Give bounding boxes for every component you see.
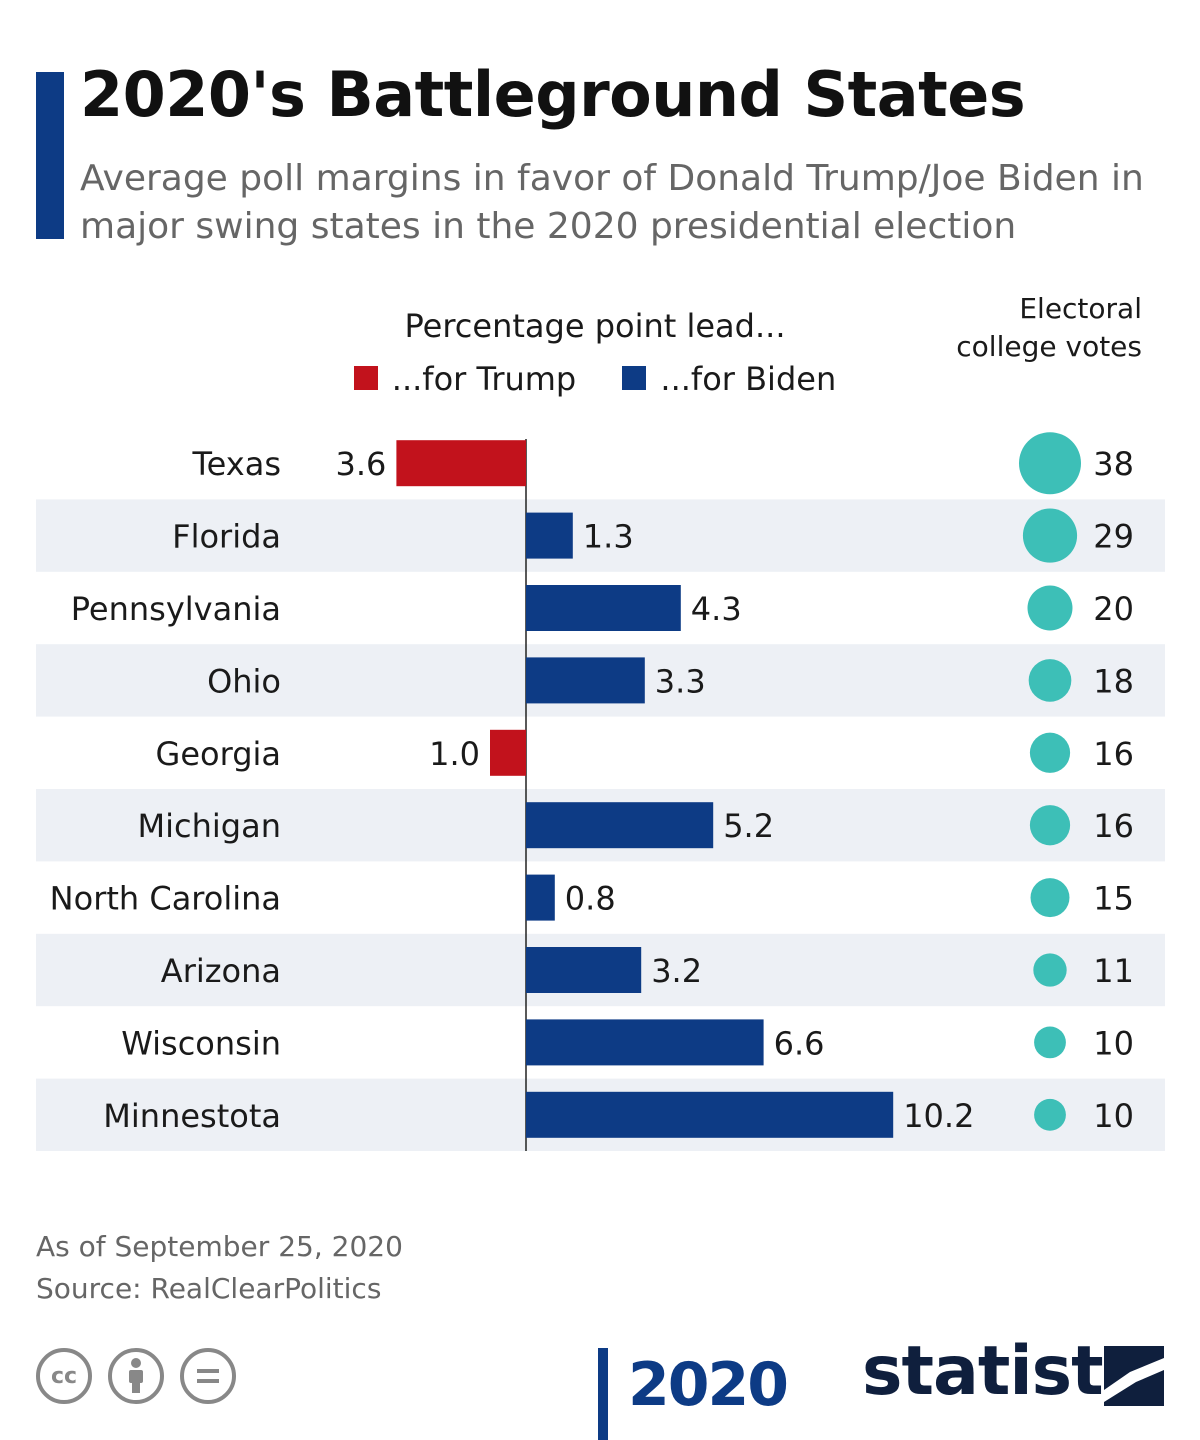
electoral-votes-circle [1033,953,1067,987]
electoral-votes-circle [1029,805,1071,846]
bar-biden [526,1019,764,1066]
value-label: 4.3 [691,590,742,628]
chart-subtitle: Average poll margins in favor of Donald … [80,158,1144,247]
electoral-votes-label: 15 [1093,880,1134,918]
chart-title: 2020's Battleground States [80,58,1026,131]
bar-biden [526,802,714,849]
electoral-votes-label: 38 [1093,445,1134,483]
bar-biden [526,947,642,993]
value-label: 0.8 [565,880,616,918]
bar-trump [490,729,526,776]
electoral-votes-label: 10 [1093,1097,1134,1135]
bar-biden [526,512,573,559]
row-stripe [36,499,1165,572]
electoral-votes-label: 20 [1093,590,1134,628]
category-label: Wisconsin [121,1024,281,1062]
bar-trump [396,440,526,487]
category-label: Texas [192,445,281,483]
electoral-votes-header: Electoral college votes [956,292,1142,363]
election-logo-text: 2020 [628,1350,789,1420]
electoral-votes-circle [1029,732,1071,773]
value-label: 3.3 [655,662,706,700]
value-label: 3.6 [336,445,387,483]
cc-icon[interactable]: cc [36,1348,92,1404]
electoral-votes-label: 16 [1093,735,1134,773]
electoral-votes-circle [1027,585,1073,631]
footer-source: Source: RealClearPolitics [36,1272,382,1305]
electoral-votes-circle [1034,1098,1066,1131]
legend-swatch-trump [353,366,378,390]
attribution-icon[interactable] [108,1348,164,1404]
value-label: 3.2 [651,952,702,990]
electoral-votes-circle [1028,659,1072,702]
person-icon [129,1358,143,1393]
electoral-votes-circle [1022,508,1078,563]
election-logo-bar [598,1348,608,1440]
footer-date: As of September 25, 2020 [36,1230,403,1263]
no-derivatives-icon[interactable] [180,1348,236,1404]
electoral-votes-circle [1019,432,1081,495]
bar-biden [526,1091,894,1138]
electoral-votes-label: 10 [1093,1024,1134,1062]
electoral-votes-circle [1034,1026,1066,1059]
category-label: Minnestota [103,1097,281,1135]
title-accent-bar [36,72,64,239]
statista-wordmark[interactable]: statista [862,1332,1149,1411]
legend: ...for Trump ...for Biden [330,360,860,398]
category-label: Florida [172,518,281,556]
value-label: 5.2 [723,807,774,845]
legend-label-trump: ...for Trump [391,360,577,398]
category-label: Michigan [138,807,281,845]
license-icons: cc [36,1348,236,1404]
value-label: 1.0 [429,735,480,773]
electoral-votes-label: 29 [1093,518,1134,556]
value-label: 10.2 [903,1097,974,1135]
electoral-votes-circle [1030,878,1070,918]
statista-logo-icon[interactable] [1104,1346,1164,1406]
category-label: Georgia [156,735,281,773]
equals-icon [197,1369,219,1383]
bar-biden [526,585,681,631]
legend-label-biden: ...for Biden [660,360,837,398]
legend-swatch-biden [622,366,647,390]
electoral-votes-label: 18 [1093,662,1134,700]
axis-title: Percentage point lead... [404,307,786,345]
category-label: North Carolina [50,880,281,918]
bar-biden [526,874,555,921]
category-label: Pennsylvania [71,590,281,628]
bar-biden [526,657,645,704]
electoral-votes-label: 16 [1093,807,1134,845]
category-label: Arizona [161,952,281,990]
value-label: 1.3 [583,518,634,556]
value-label: 6.6 [774,1024,825,1062]
category-label: Ohio [207,662,281,700]
electoral-votes-label: 11 [1093,952,1134,990]
legend-item-biden: ...for Biden [622,360,836,398]
legend-item-trump: ...for Trump [353,360,577,398]
